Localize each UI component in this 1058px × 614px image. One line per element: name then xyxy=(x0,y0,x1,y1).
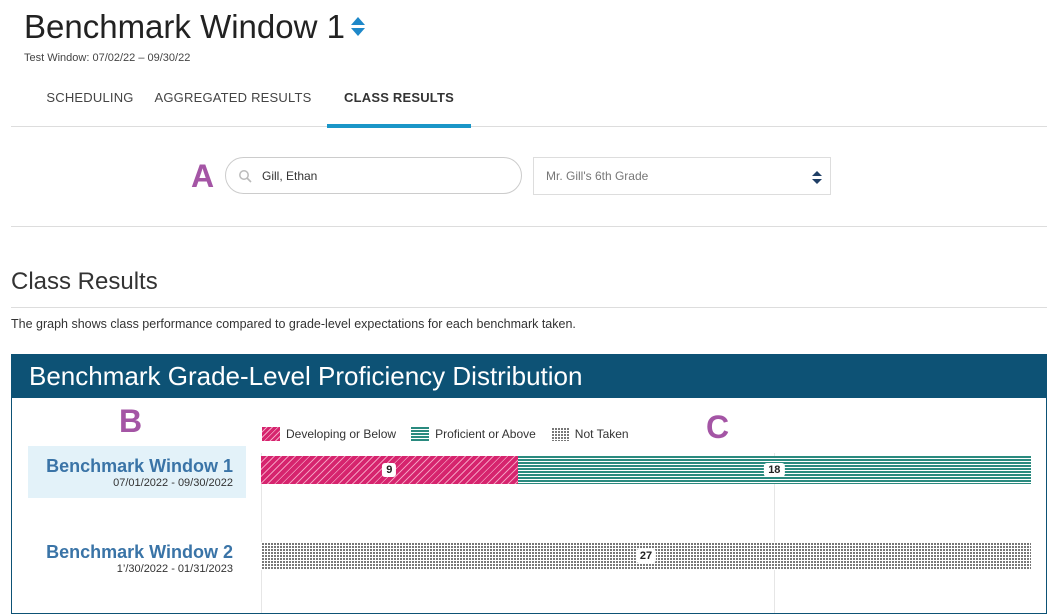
legend-label: Developing or Below xyxy=(286,427,397,441)
legend-item: Proficient or Above xyxy=(411,427,536,441)
class-select-value: Mr. Gill's 6th Grade xyxy=(546,169,649,183)
legend-swatch-not-taken xyxy=(550,427,569,441)
legend-label: Not Taken xyxy=(574,427,629,441)
search-icon xyxy=(239,169,252,183)
bar-value-label: 18 xyxy=(764,463,785,477)
legend-swatch-developing xyxy=(262,427,280,441)
chart-panel: Benchmark Grade-Level Proficiency Distri… xyxy=(11,354,1047,614)
bar-developing[interactable]: 9 xyxy=(261,456,518,484)
bar-value-label: 9 xyxy=(382,463,397,477)
teacher-search-field[interactable] xyxy=(225,157,522,194)
chart-gridline xyxy=(261,453,262,613)
tab-aggregated-results[interactable]: AGGREGATED RESULTS xyxy=(154,90,312,105)
tab-bar: SCHEDULING AGGREGATED RESULTS CLASS RESU… xyxy=(11,80,1047,128)
tab-class-results[interactable]: CLASS RESULTS xyxy=(327,80,471,128)
divider xyxy=(11,226,1047,227)
divider xyxy=(11,307,1047,308)
benchmark-name: Benchmark Window 1 xyxy=(46,456,233,476)
page-title-text: Benchmark Window 1 xyxy=(24,8,345,45)
section-description: The graph shows class performance compar… xyxy=(11,317,576,331)
benchmark-dates: 1’/30/2022 - 01/31/2023 xyxy=(116,563,233,575)
bar-value-label: 27 xyxy=(635,549,657,563)
test-window-dates: Test Window: 07/02/22 – 09/30/22 xyxy=(24,52,191,64)
legend-item: Not Taken xyxy=(550,427,629,441)
callout-marker-b: B xyxy=(119,403,143,439)
window-switch-icon[interactable] xyxy=(350,17,365,37)
page-title: Benchmark Window 1 xyxy=(24,8,365,46)
callout-marker-c: C xyxy=(706,409,730,445)
class-select[interactable]: Mr. Gill's 6th Grade xyxy=(533,157,831,195)
benchmark-window-1-row[interactable]: Benchmark Window 1 07/01/2022 - 09/30/20… xyxy=(28,446,246,498)
legend-item: Developing or Below xyxy=(262,427,396,441)
select-arrows-icon xyxy=(812,171,822,185)
chart-legend: Developing or Below Proficient or Above … xyxy=(262,427,644,441)
benchmark-name: Benchmark Window 2 xyxy=(46,542,233,562)
legend-label: Proficient or Above xyxy=(435,427,536,441)
section-title: Class Results xyxy=(11,268,158,295)
callout-marker-a: A xyxy=(191,158,215,194)
legend-swatch-proficient xyxy=(411,427,430,441)
benchmark-dates: 07/01/2022 - 09/30/2022 xyxy=(113,477,233,489)
tab-scheduling[interactable]: SCHEDULING xyxy=(46,90,134,105)
chart-panel-title: Benchmark Grade-Level Proficiency Distri… xyxy=(12,355,1046,398)
chart-gridline xyxy=(774,453,775,613)
bar-proficient[interactable]: 18 xyxy=(517,456,1031,484)
benchmark-window-2-row[interactable]: Benchmark Window 2 1’/30/2022 - 01/31/20… xyxy=(28,532,246,584)
teacher-search-input[interactable] xyxy=(260,167,484,184)
bar-not-taken[interactable]: 27 xyxy=(261,542,1031,570)
